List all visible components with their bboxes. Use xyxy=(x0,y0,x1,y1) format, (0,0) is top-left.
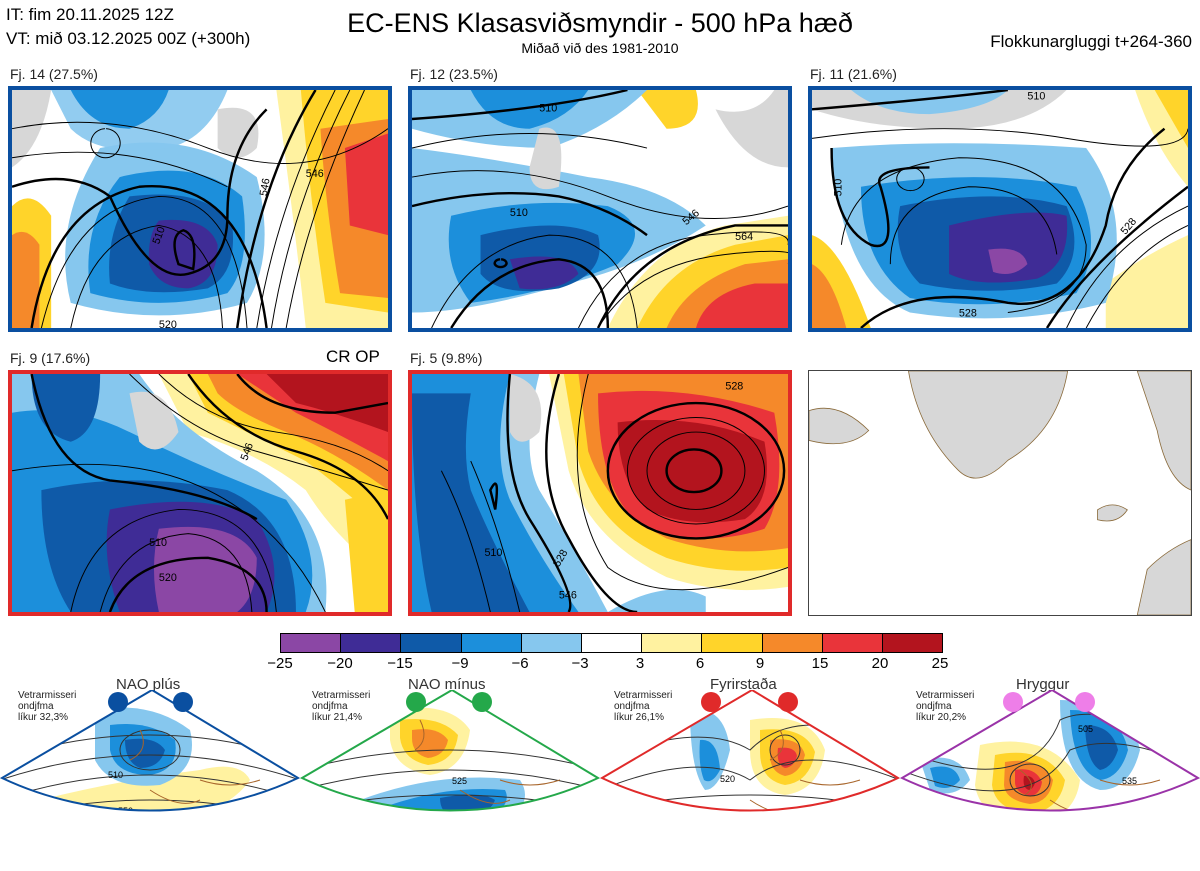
colorbar-tick-8: 6 xyxy=(695,655,705,672)
regime-note-ridge: Vetrarmisseri ondjfma líkur 20,2% xyxy=(916,690,975,723)
panel-label-4: Fj. 9 (17.6%) xyxy=(10,350,91,366)
regime-map-blocking: 520 550 560 xyxy=(600,690,900,842)
svg-text:510: 510 xyxy=(150,225,167,246)
regime-dot-ridge-2 xyxy=(1075,692,1095,712)
svg-text:510: 510 xyxy=(510,207,528,219)
page-title: EC-ENS Klasasviðsmyndir - 500 hPa hæð xyxy=(347,8,853,38)
svg-text:535: 535 xyxy=(1122,776,1137,786)
svg-text:510: 510 xyxy=(832,179,844,197)
colorbar-swatch-1 xyxy=(281,634,341,652)
regime-dot-nao-minus-1 xyxy=(406,692,426,712)
svg-text:560: 560 xyxy=(738,832,753,842)
colorbar-swatch-9 xyxy=(761,634,822,652)
svg-text:546: 546 xyxy=(559,590,577,602)
cluster-map-3: 510 528 510 528 xyxy=(808,86,1192,332)
regime-note-blocking: Vetrarmisseri ondjfma líkur 26,1% xyxy=(614,690,673,723)
panel-label-1: Fj. 14 (27.5%) xyxy=(10,66,98,82)
colorbar-tick-10: 15 xyxy=(811,655,829,672)
svg-text:510: 510 xyxy=(539,102,557,114)
svg-text:520: 520 xyxy=(720,774,735,784)
svg-text:560: 560 xyxy=(1090,812,1105,822)
init-time: IT: fim 20.11.2025 12Z xyxy=(6,5,174,24)
regime-dot-nao-plus-2 xyxy=(173,692,193,712)
panel-label-2: Fj. 12 (23.5%) xyxy=(410,66,498,82)
colorbar-swatch-6 xyxy=(580,634,642,652)
cluster-map-4: 510 520 546 xyxy=(8,370,392,616)
regime-title-blocking: Fyrirstaða xyxy=(710,676,777,693)
colorbar-swatch-4 xyxy=(460,634,521,652)
colorbar-tick-4: −9 xyxy=(451,655,469,672)
svg-text:525: 525 xyxy=(452,776,467,786)
colorbar-tick-7: 3 xyxy=(635,655,645,672)
colorbar-tick-9: 9 xyxy=(755,655,765,672)
cluster-map-2: 510 510 564 546 xyxy=(408,86,792,332)
svg-text:510: 510 xyxy=(149,537,167,549)
classification-window: Flokkunargluggi t+264-360 xyxy=(990,32,1192,51)
regime-dot-blocking-2 xyxy=(778,692,798,712)
regime-note-nao-minus: Vetrarmisseri ondjfma líkur 21,4% xyxy=(312,690,371,723)
valid-time: VT: mið 03.12.2025 00Z (+300h) xyxy=(6,29,251,48)
control-run-label: CR OP xyxy=(326,347,380,366)
svg-text:528: 528 xyxy=(959,307,977,319)
svg-text:550: 550 xyxy=(722,810,737,820)
colorbar-tick-12: 25 xyxy=(931,655,949,672)
svg-text:564: 564 xyxy=(735,231,753,243)
colorbar-tick-2: −20 xyxy=(327,655,353,672)
svg-text:520: 520 xyxy=(159,572,177,584)
colorbar-tick-5: −6 xyxy=(511,655,529,672)
regime-dot-nao-plus-1 xyxy=(108,692,128,712)
regime-dot-ridge-1 xyxy=(1003,692,1023,712)
colorbar-tick-6: −3 xyxy=(571,655,589,672)
colorbar-swatch-3 xyxy=(400,634,461,652)
colorbar-swatch-8 xyxy=(701,634,762,652)
regime-map-ridge: 505 535 560 xyxy=(900,690,1200,822)
svg-text:510: 510 xyxy=(108,770,123,780)
svg-text:510: 510 xyxy=(1027,91,1045,103)
colorbar-swatch-5 xyxy=(520,634,581,652)
svg-text:528: 528 xyxy=(725,381,743,393)
regime-dot-nao-minus-2 xyxy=(472,692,492,712)
regime-note-nao-plus: Vetrarmisseri ondjfma líkur 32,3% xyxy=(18,690,77,723)
svg-text:546: 546 xyxy=(238,441,255,462)
regime-map-nao-minus: 525 545 565 xyxy=(300,690,600,860)
cluster-map-1: 510 520 546 546 xyxy=(8,86,392,332)
regime-title-nao-minus: NAO mínus xyxy=(408,676,486,693)
svg-text:546: 546 xyxy=(306,168,324,180)
overview-map xyxy=(808,370,1192,616)
cluster-map-5: 510 528 546 528 xyxy=(408,370,792,616)
colorbar xyxy=(280,633,943,653)
panel-label-3: Fj. 11 (21.6%) xyxy=(810,66,897,82)
regime-map-nao-plus: 510 550 xyxy=(0,690,300,816)
svg-text:510: 510 xyxy=(484,547,502,559)
colorbar-tick-11: 20 xyxy=(871,655,889,672)
page-subtitle: Miðað við des 1981-2010 xyxy=(521,40,679,56)
svg-text:546: 546 xyxy=(258,177,273,197)
regime-dot-blocking-1 xyxy=(701,692,721,712)
colorbar-tick-1: −25 xyxy=(267,655,293,672)
svg-text:545: 545 xyxy=(438,816,453,826)
svg-text:550: 550 xyxy=(118,806,133,816)
colorbar-tick-3: −15 xyxy=(387,655,413,672)
colorbar-swatch-2 xyxy=(340,634,401,652)
colorbar-swatch-10 xyxy=(821,634,882,652)
colorbar-swatch-11 xyxy=(881,634,943,652)
svg-text:505: 505 xyxy=(1078,724,1093,734)
regime-title-nao-plus: NAO plús xyxy=(116,676,181,693)
colorbar-swatch-7 xyxy=(641,634,702,652)
svg-text:520: 520 xyxy=(159,319,177,328)
panel-label-5: Fj. 5 (9.8%) xyxy=(410,350,483,366)
regime-title-ridge: Hryggur xyxy=(1016,676,1070,693)
svg-text:565: 565 xyxy=(448,850,463,860)
